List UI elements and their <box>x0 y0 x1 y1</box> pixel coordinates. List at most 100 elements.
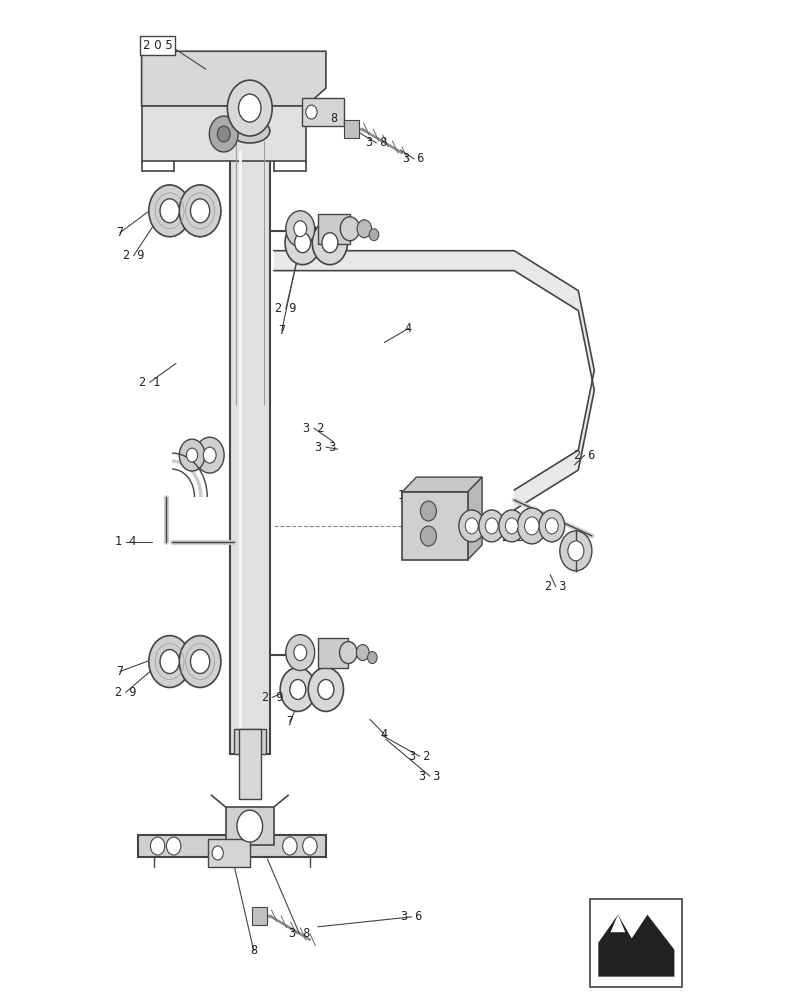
Circle shape <box>251 110 264 126</box>
Bar <box>234 729 266 754</box>
Circle shape <box>340 217 359 241</box>
Circle shape <box>302 837 316 855</box>
Circle shape <box>227 80 272 136</box>
Polygon shape <box>609 915 625 932</box>
Text: 7: 7 <box>286 715 293 728</box>
Circle shape <box>179 439 205 471</box>
Circle shape <box>212 846 223 860</box>
Text: 4: 4 <box>381 728 388 741</box>
Text: 3 8: 3 8 <box>288 927 310 940</box>
Circle shape <box>544 518 557 534</box>
Text: 3 6: 3 6 <box>403 152 424 165</box>
Circle shape <box>312 221 347 265</box>
Text: 7: 7 <box>116 226 124 239</box>
Circle shape <box>420 501 436 521</box>
Circle shape <box>485 518 498 534</box>
Bar <box>252 907 267 925</box>
Circle shape <box>294 233 310 253</box>
Bar <box>208 839 250 867</box>
Polygon shape <box>402 477 482 492</box>
Text: 2 6: 2 6 <box>573 449 595 462</box>
Text: 8: 8 <box>250 944 257 957</box>
Text: 3 3: 3 3 <box>315 441 336 454</box>
Circle shape <box>321 233 337 253</box>
Circle shape <box>317 680 333 699</box>
Circle shape <box>160 650 179 674</box>
Circle shape <box>465 518 478 534</box>
Text: 3 8: 3 8 <box>365 136 386 149</box>
Circle shape <box>150 837 165 855</box>
Polygon shape <box>274 251 593 510</box>
Text: 7: 7 <box>278 324 285 337</box>
Text: 8: 8 <box>330 112 337 125</box>
Bar <box>344 120 358 138</box>
Circle shape <box>459 510 484 542</box>
Text: 2 1: 2 1 <box>448 515 470 528</box>
Text: 3 6: 3 6 <box>401 910 422 923</box>
Bar <box>230 131 270 754</box>
Circle shape <box>293 221 306 237</box>
Circle shape <box>280 668 315 711</box>
Bar <box>301 98 343 126</box>
Circle shape <box>479 510 504 542</box>
Circle shape <box>203 447 216 463</box>
Circle shape <box>190 650 210 674</box>
Text: 4: 4 <box>405 322 411 335</box>
Text: 3 2: 3 2 <box>303 422 324 435</box>
Circle shape <box>559 531 591 571</box>
Circle shape <box>356 645 369 661</box>
Circle shape <box>293 645 306 661</box>
Circle shape <box>505 518 517 534</box>
Circle shape <box>166 837 181 855</box>
Bar <box>238 729 261 799</box>
Bar <box>589 899 682 987</box>
Text: 1 4: 1 4 <box>115 535 136 548</box>
Circle shape <box>186 448 198 462</box>
Circle shape <box>286 211 314 247</box>
Bar <box>226 807 274 845</box>
Text: 1 7: 1 7 <box>397 489 418 502</box>
Circle shape <box>305 105 316 119</box>
Circle shape <box>369 229 378 241</box>
Circle shape <box>499 510 524 542</box>
Circle shape <box>524 517 538 535</box>
Circle shape <box>237 810 263 842</box>
Circle shape <box>339 642 357 664</box>
Circle shape <box>357 220 371 238</box>
Circle shape <box>308 668 343 711</box>
Circle shape <box>285 221 320 265</box>
Circle shape <box>190 199 210 223</box>
Circle shape <box>195 437 224 473</box>
Text: 2 9: 2 9 <box>261 691 283 704</box>
Text: 7: 7 <box>116 665 124 678</box>
Circle shape <box>567 541 583 561</box>
Polygon shape <box>597 915 674 977</box>
Text: 2 9: 2 9 <box>275 302 296 315</box>
Text: 3 3: 3 3 <box>419 770 440 783</box>
Circle shape <box>289 680 305 699</box>
Text: 2 1: 2 1 <box>139 376 160 389</box>
Bar <box>317 638 348 668</box>
Circle shape <box>149 185 190 237</box>
Circle shape <box>160 199 179 223</box>
Circle shape <box>238 94 261 122</box>
Polygon shape <box>141 51 325 106</box>
Bar <box>402 492 467 560</box>
Circle shape <box>209 116 238 152</box>
Bar <box>137 835 325 857</box>
Text: 3 2: 3 2 <box>409 750 430 763</box>
Circle shape <box>420 526 436 546</box>
Ellipse shape <box>230 119 270 143</box>
Circle shape <box>517 508 545 544</box>
Circle shape <box>179 636 221 687</box>
Text: 2 9: 2 9 <box>123 249 144 262</box>
Bar <box>141 106 305 161</box>
Circle shape <box>286 635 314 671</box>
Circle shape <box>217 126 230 142</box>
Circle shape <box>367 652 377 664</box>
Polygon shape <box>467 477 482 560</box>
Text: 2 0 5: 2 0 5 <box>143 39 173 52</box>
Circle shape <box>179 185 221 237</box>
Text: 2 2: 2 2 <box>501 531 523 544</box>
Circle shape <box>538 510 564 542</box>
